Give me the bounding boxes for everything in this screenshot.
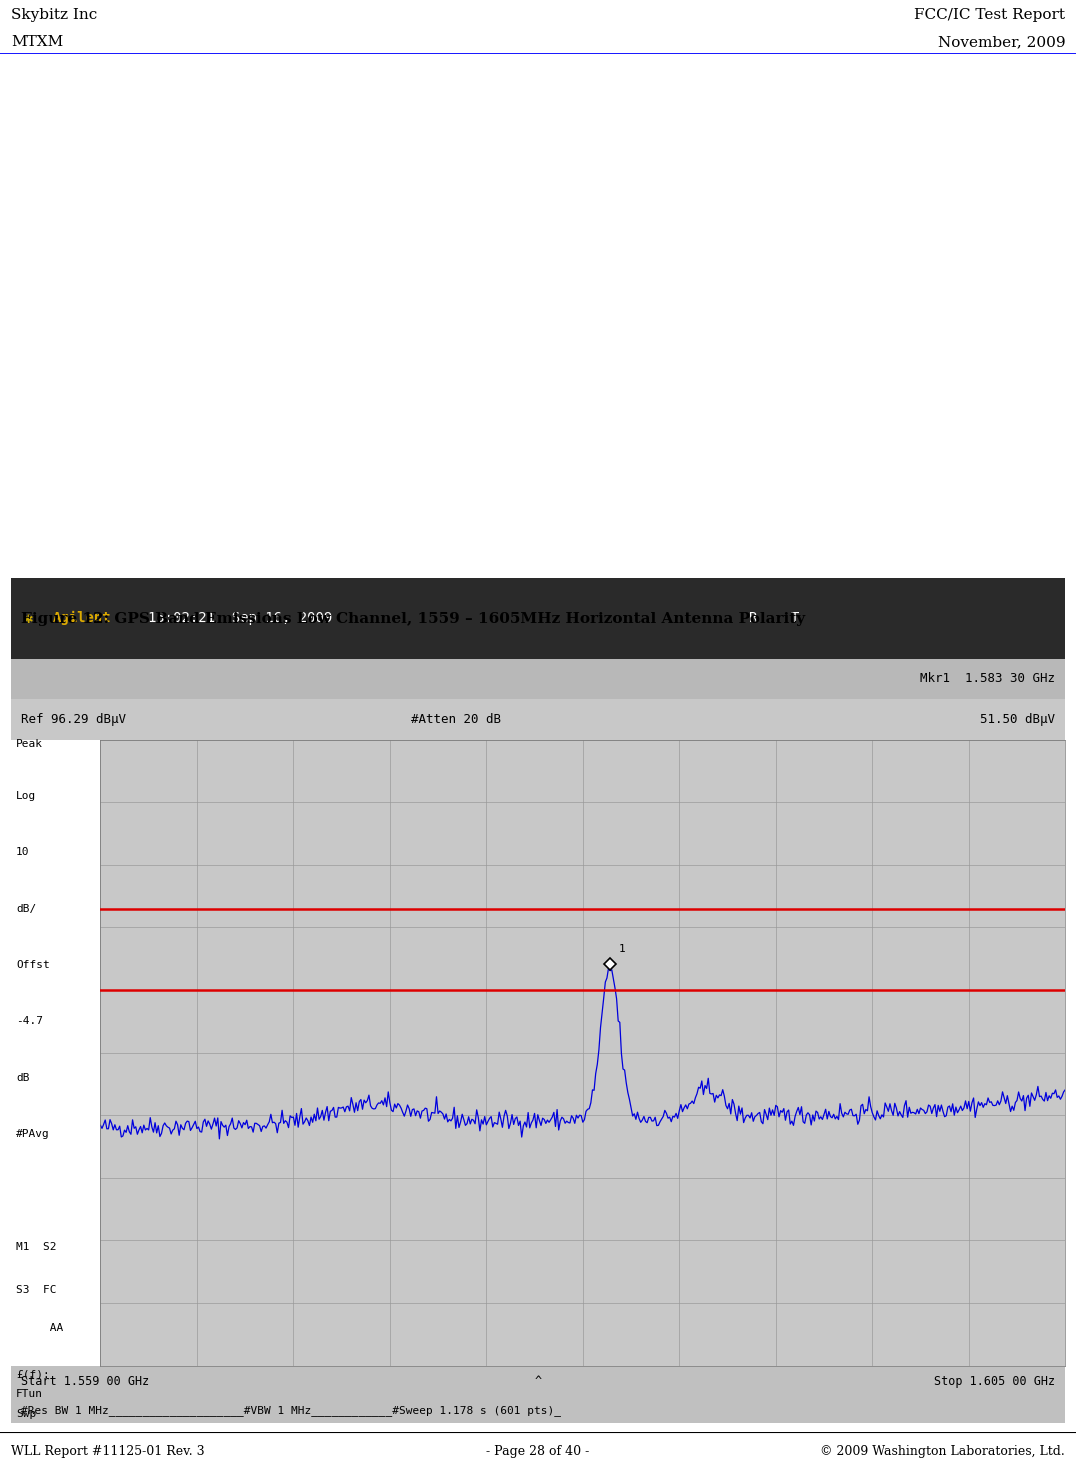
Bar <box>11 578 1065 659</box>
Text: Skybitz Inc: Skybitz Inc <box>11 9 97 22</box>
Text: FTun: FTun <box>16 1389 43 1400</box>
Bar <box>11 700 1065 739</box>
Text: WLL Report #11125-01 Rev. 3: WLL Report #11125-01 Rev. 3 <box>11 1445 204 1458</box>
Text: M1  S2: M1 S2 <box>16 1241 57 1252</box>
Text: R    T: R T <box>749 612 799 625</box>
Text: AA: AA <box>16 1323 63 1334</box>
Text: dB: dB <box>16 1073 29 1083</box>
Text: S3  FC: S3 FC <box>16 1285 57 1296</box>
Text: - Page 28 of 40 -: - Page 28 of 40 - <box>486 1445 590 1458</box>
Text: #PAvg: #PAvg <box>16 1129 49 1139</box>
Text: 10: 10 <box>16 848 29 858</box>
Text: ^: ^ <box>535 1375 541 1388</box>
Text: Ref 96.29 dBµV: Ref 96.29 dBµV <box>22 713 126 726</box>
Text: #Res BW 1 MHz____________________#VBW 1 MHz____________#Sweep 1.178 s (601 pts)_: #Res BW 1 MHz____________________#VBW 1 … <box>22 1405 562 1416</box>
Text: Mkr1  1.583 30 GHz: Mkr1 1.583 30 GHz <box>920 672 1054 685</box>
Text: Stop 1.605 00 GHz: Stop 1.605 00 GHz <box>934 1375 1054 1388</box>
Text: Agilent: Agilent <box>53 612 112 625</box>
Text: -4.7: -4.7 <box>16 1016 43 1026</box>
Text: Offst: Offst <box>16 960 49 971</box>
Text: Swp: Swp <box>16 1410 37 1420</box>
Text: Figure 12: GPS Band Emissions Low Channel, 1559 – 1605MHz Horizontal Antenna Pol: Figure 12: GPS Band Emissions Low Channe… <box>22 612 806 625</box>
Text: 15:02:21  Sep 16, 2009: 15:02:21 Sep 16, 2009 <box>147 612 332 625</box>
Text: Start 1.559 00 GHz: Start 1.559 00 GHz <box>22 1375 150 1388</box>
Text: GPS Narrowband: GPS Narrowband <box>116 960 216 974</box>
Text: £(f):: £(f): <box>16 1369 49 1379</box>
Bar <box>11 659 1065 700</box>
Text: © 2009 Washington Laboratories, Ltd.: © 2009 Washington Laboratories, Ltd. <box>821 1445 1065 1458</box>
Text: November, 2009: November, 2009 <box>937 35 1065 50</box>
Text: 1: 1 <box>619 944 625 955</box>
Text: MTXM: MTXM <box>11 35 63 50</box>
Bar <box>11 1366 1065 1423</box>
Text: Peak: Peak <box>16 739 43 750</box>
Text: #Atten 20 dB: #Atten 20 dB <box>411 713 501 726</box>
Text: dB/: dB/ <box>16 903 37 914</box>
Text: 51.50 dBµV: 51.50 dBµV <box>979 713 1054 726</box>
Text: ✱: ✱ <box>24 610 32 627</box>
Text: FCC/IC Test Report: FCC/IC Test Report <box>915 9 1065 22</box>
Text: Log: Log <box>16 791 37 801</box>
Text: GPS Wideband: GPS Wideband <box>116 870 201 883</box>
